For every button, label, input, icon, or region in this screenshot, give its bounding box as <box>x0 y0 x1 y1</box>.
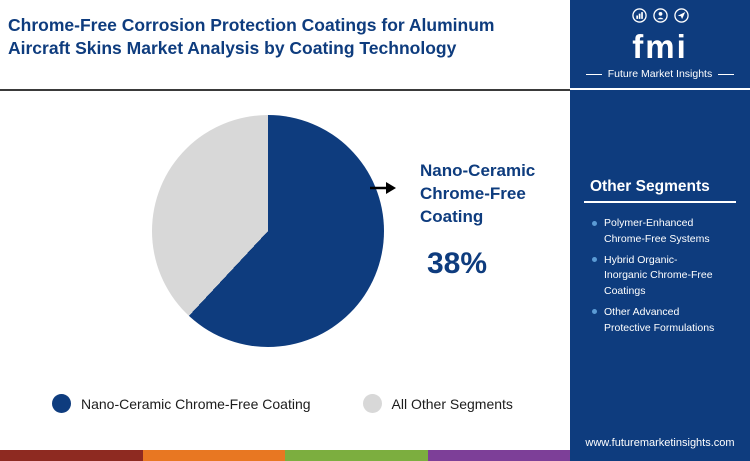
chart-icon <box>631 8 647 28</box>
list-item: Other Advanced Protective Formulations <box>592 305 718 337</box>
logo-subtitle-text: Future Market Insights <box>607 68 713 80</box>
fmi-logo: fmi Future Market Insights <box>570 8 750 80</box>
list-item: Hybrid Organic-Inorganic Chrome-Free Coa… <box>592 253 718 300</box>
stripe-segment <box>142 450 285 461</box>
list-item-label: Hybrid Organic-Inorganic Chrome-Free Coa… <box>604 253 713 298</box>
right-arrow-icon <box>369 180 397 201</box>
callout-value: 38% <box>427 247 488 280</box>
footer-stripe <box>0 450 570 461</box>
legend-label: Nano-Ceramic Chrome-Free Coating <box>81 395 311 412</box>
stripe-segment <box>427 450 570 461</box>
legend-item: Nano-Ceramic Chrome-Free Coating <box>52 394 311 413</box>
person-icon <box>652 8 668 28</box>
other-segments-list: Polymer-Enhanced Chrome-Free Systems Hyb… <box>592 216 718 341</box>
list-item-label: Polymer-Enhanced Chrome-Free Systems <box>604 217 710 245</box>
legend-dot-all-other <box>362 394 382 413</box>
pie-chart <box>152 115 384 347</box>
chart-legend: Nano-Ceramic Chrome-Free Coating All Oth… <box>52 394 513 413</box>
page-title: Chrome-Free Corrosion Protection Coating… <box>8 15 495 59</box>
stripe-segment <box>285 450 428 461</box>
legend-label: All Other Segments <box>391 395 513 412</box>
logo-subtitle: Future Market Insights <box>570 68 750 80</box>
logo-text: fmi <box>632 28 688 65</box>
list-item-label: Other Advanced Protective Formulations <box>604 305 715 334</box>
legend-dot-nano-ceramic <box>52 394 71 413</box>
brand-sidebar-panel: fmi Future Market Insights Other Segment… <box>570 0 750 461</box>
other-segments-heading: Other Segments <box>590 178 710 195</box>
callout-label: Nano-Ceramic Chrome-Free Coating <box>420 161 536 226</box>
logo-icons-row <box>570 8 750 28</box>
paper-plane-icon <box>673 8 689 28</box>
heading-underline <box>584 201 736 203</box>
list-item: Polymer-Enhanced Chrome-Free Systems <box>592 216 718 248</box>
panel-divider <box>570 88 750 90</box>
website-url: www.futuremarketinsights.com <box>585 437 735 449</box>
stripe-segment <box>0 450 143 461</box>
title-divider <box>0 89 570 91</box>
legend-item: All Other Segments <box>362 394 513 413</box>
